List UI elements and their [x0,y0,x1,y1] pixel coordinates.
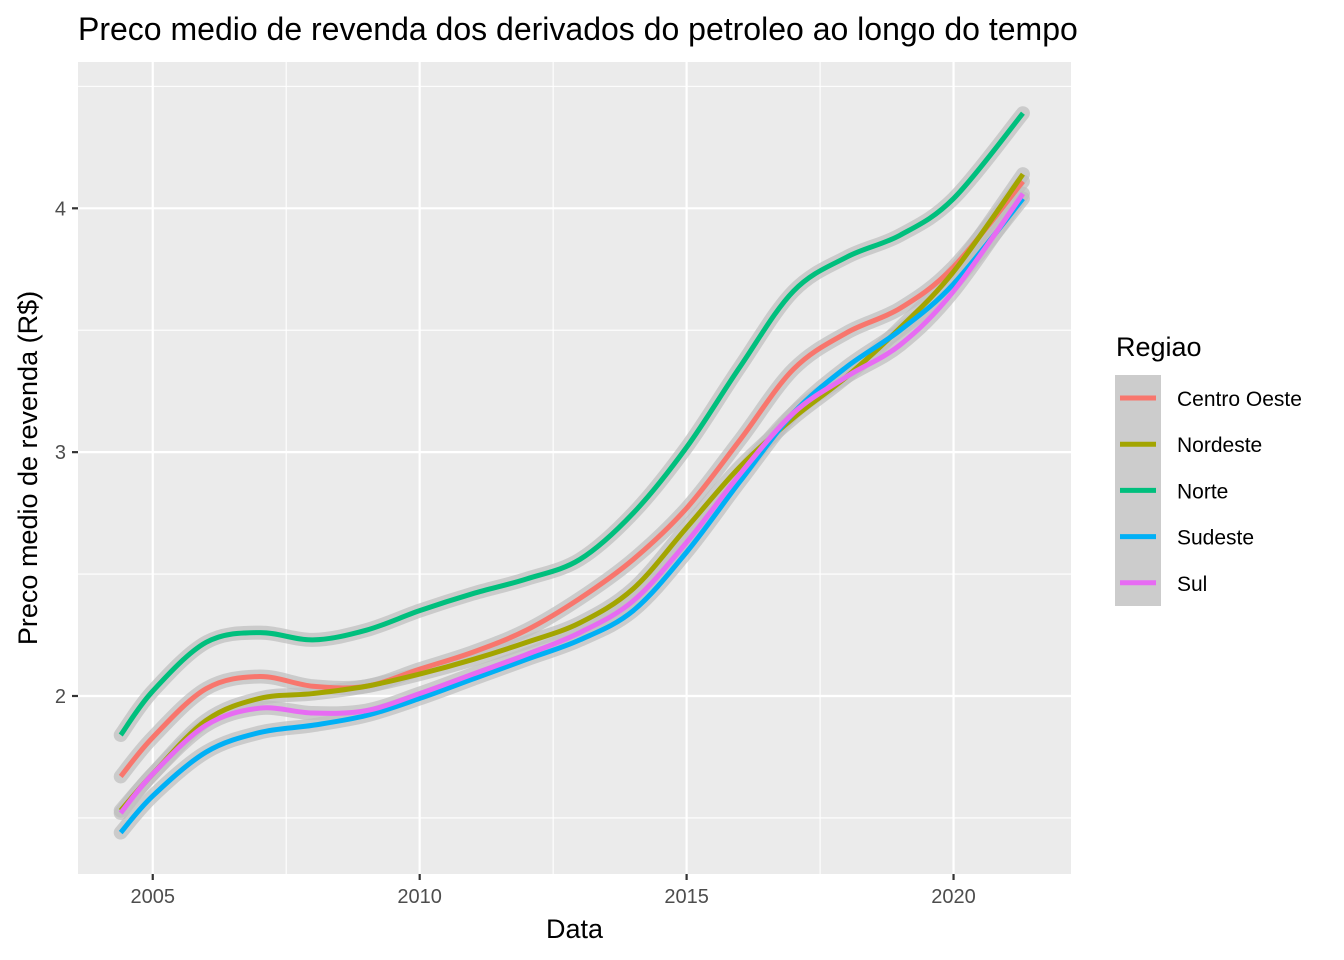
legend-label: Sul [1177,573,1207,596]
legend-item-sul: Sul [1120,573,1207,596]
legend-item-norte: Norte [1120,480,1228,503]
x-tick-label: 2010 [397,886,442,908]
legend-label: Sudeste [1177,527,1254,550]
x-tick-label: 2020 [931,886,976,908]
plot-panel [78,62,1071,874]
series-line-centro-oeste [118,179,1025,779]
chart-title: Preco medio de revenda dos derivados do … [78,11,1078,47]
minor-grid [78,62,1071,874]
legend-label: Norte [1177,480,1228,503]
legend-label: Nordeste [1177,434,1262,457]
legend-title: Regiao [1116,332,1202,362]
x-axis-title: Data [546,914,604,944]
x-tick-label: 2005 [130,886,175,908]
series-line-norte [118,111,1025,737]
y-tick-label: 2 [55,686,66,708]
x-tick-label: 2015 [664,886,709,908]
y-axis-title: Preco medio de revenda (R$) [13,291,43,645]
series-line-sudeste [118,196,1025,835]
y-tick-label: 4 [55,198,66,220]
legend-item-sudeste: Sudeste [1120,527,1254,550]
legend: Regiao Centro Oeste Nordeste Norte Sudeste S… [1115,332,1302,606]
legend-label: Centro Oeste [1177,388,1302,411]
series-line-nordeste [118,172,1025,813]
legend-item-centro-oeste: Centro Oeste [1120,388,1302,411]
y-axis: 2 3 4 [55,198,78,708]
y-tick-label: 3 [55,442,66,464]
series-lines [118,111,1025,835]
x-axis: 2005 2010 2015 2020 [130,874,976,908]
legend-item-nordeste: Nordeste [1120,434,1262,457]
series-line-sul [118,192,1025,815]
